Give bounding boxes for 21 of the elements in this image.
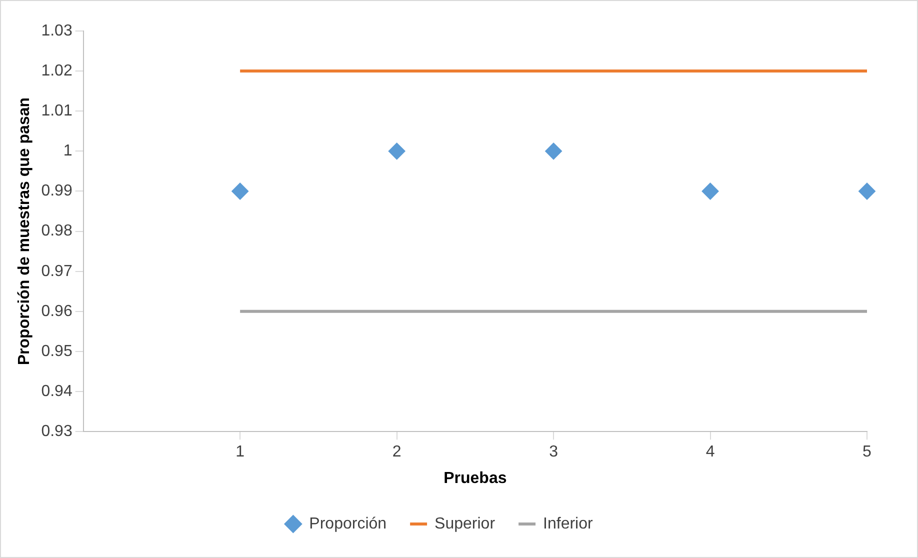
legend-label: Proporción	[309, 515, 387, 532]
x-tick-label: 2	[392, 444, 402, 461]
legend-label: Superior	[434, 515, 496, 532]
y-tick-label: 1.03	[41, 22, 72, 40]
y-tick-label: 0.94	[41, 382, 72, 400]
y-tick-label: 0.93	[41, 423, 72, 440]
y-tick-label: 1.02	[41, 62, 72, 80]
x-tick-label: 3	[549, 444, 558, 461]
y-tick-label: 0.98	[41, 222, 72, 240]
y-tick-label: 1.01	[41, 102, 72, 120]
y-tick-label: 0.96	[41, 302, 72, 320]
y-tick-label: 0.99	[41, 182, 72, 200]
x-axis-title: Pruebas	[444, 470, 507, 487]
y-tick-label: 1	[63, 142, 72, 160]
y-axis-title: Proporción de muestras que pasan	[16, 97, 34, 366]
legend-label: Inferior	[543, 515, 594, 532]
x-tick-label: 1	[236, 444, 245, 461]
x-tick-label: 4	[706, 444, 715, 461]
y-tick-label: 0.97	[41, 262, 72, 280]
x-tick-label: 5	[862, 444, 872, 461]
y-tick-label: 0.95	[41, 342, 72, 360]
